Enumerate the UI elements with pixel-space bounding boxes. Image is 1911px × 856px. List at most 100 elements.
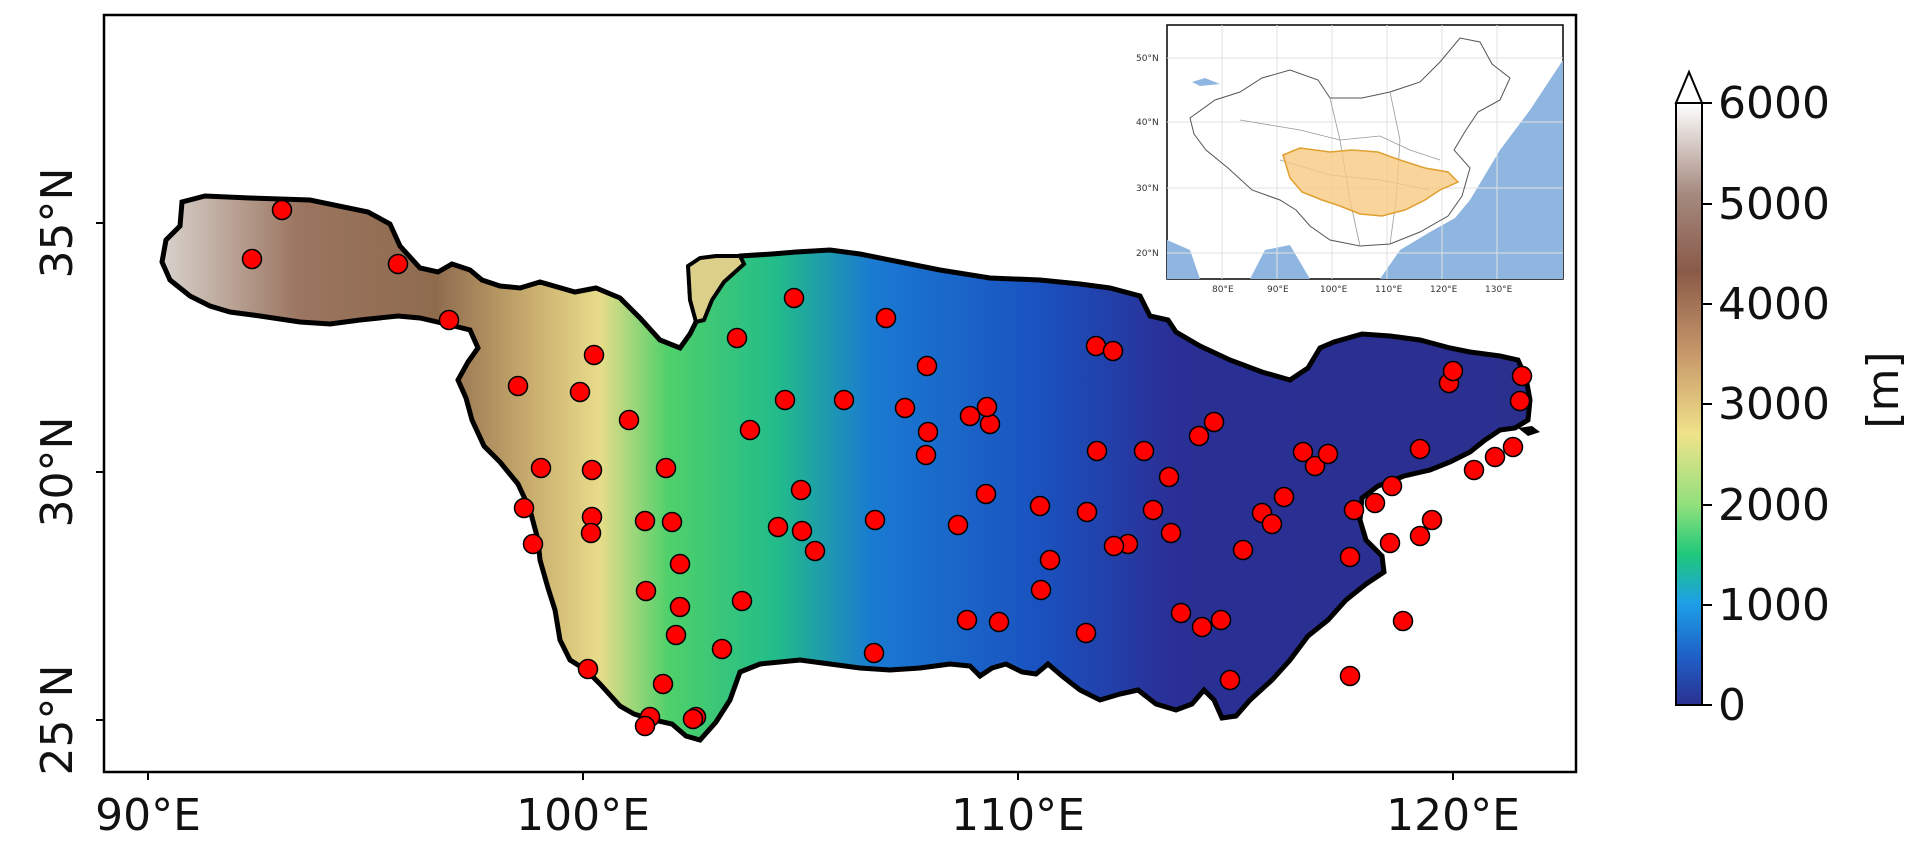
station-marker [1158,466,1180,488]
station-marker [1421,509,1443,531]
station-marker [975,483,997,505]
x-tick-label: 110°E [951,790,1085,841]
station-marker [726,327,748,349]
station-marker [583,344,605,366]
station-marker [988,611,1010,633]
station-marker [915,444,937,466]
station-marker [241,248,263,270]
station-marker [1103,535,1125,557]
station-marker [665,624,687,646]
x-axis [147,772,1454,780]
station-marker [979,413,1001,435]
colorbar-tick: 5000 [1718,179,1830,230]
station-marker [863,642,885,664]
inset-country-outline [1189,37,1511,247]
station-marker [875,307,897,329]
colorbar-tick: 2000 [1718,480,1830,531]
station-marker [1379,532,1401,554]
colorbar-tick: 0 [1718,680,1746,731]
station-marker [580,522,602,544]
station-marker [1273,486,1295,508]
station-marker [634,715,656,737]
colorbar-tick: 3000 [1718,379,1830,430]
station-marker [507,375,529,397]
inset-y-tick: 50°N [1136,54,1159,64]
x-tick-label: 90°E [95,790,201,841]
station-marker [438,309,460,331]
station-marker [1191,616,1213,638]
station-marker [1030,579,1052,601]
inset-x-tick: 120°E [1430,285,1458,295]
station-marker [767,516,789,538]
station-marker [652,673,674,695]
station-marker [618,409,640,431]
colorbar-tick: 1000 [1718,580,1830,631]
station-marker [581,459,603,481]
station-marker [976,396,998,418]
station-marker [833,389,855,411]
station-marker [947,514,969,536]
station-marker [387,253,409,275]
station-marker [956,609,978,631]
y-tick-label: 35°N [32,168,83,279]
colorbar-tick: 4000 [1718,279,1830,330]
station-markers [241,199,1533,737]
station-marker [1170,602,1192,624]
colorbar-tick: 6000 [1718,78,1830,129]
station-marker [634,510,656,532]
station-marker [1317,443,1339,465]
x-tick-label: 100°E [516,790,650,841]
station-marker [959,405,981,427]
station-marker [711,638,733,660]
station-marker [271,199,293,221]
station-marker [530,457,552,479]
station-marker [1142,499,1164,521]
station-marker [661,511,683,533]
station-marker [791,520,813,542]
colorbar: 0 1000 2000 3000 4000 5000 6000 [m] [1674,69,1909,731]
station-marker [1339,546,1361,568]
station-marker [1304,455,1326,477]
station-marker [804,540,826,562]
station-marker [669,596,691,618]
station-marker [1502,436,1524,458]
x-tick-label: 120°E [1386,790,1520,841]
station-marker [1442,360,1464,382]
colorbar-unit-label: [m] [1858,351,1909,428]
inset-x-tick: 80°E [1212,285,1234,295]
inset-x-tick: 90°E [1267,285,1289,295]
station-marker [1409,438,1431,460]
station-marker [1292,441,1314,463]
station-marker [731,590,753,612]
basin-protrusion [685,254,747,325]
station-marker [1160,522,1182,544]
station-marker [917,421,939,443]
estuary-islands [1518,426,1540,436]
station-marker [1210,609,1232,631]
station-marker [739,419,761,441]
station-marker [790,479,812,501]
station-marker [1261,513,1283,535]
station-marker [1364,492,1386,514]
station-marker [1381,475,1403,497]
y-axis [96,222,104,721]
station-marker [513,497,535,519]
station-marker [1133,440,1155,462]
station-marker [1029,495,1051,517]
station-marker [864,509,886,531]
station-marker [522,533,544,555]
station-marker [1463,459,1485,481]
station-marker [1203,411,1225,433]
inset-x-tick: 100°E [1320,285,1348,295]
inset-x-tick: 130°E [1485,285,1513,295]
station-marker [1409,525,1431,547]
station-marker [1086,440,1108,462]
station-marker [1392,610,1414,632]
station-marker [1085,335,1107,357]
basin-region [159,193,1533,743]
station-marker [774,389,796,411]
inset-ocean [1380,60,1563,279]
station-marker [1075,622,1097,644]
station-marker [1102,340,1124,362]
